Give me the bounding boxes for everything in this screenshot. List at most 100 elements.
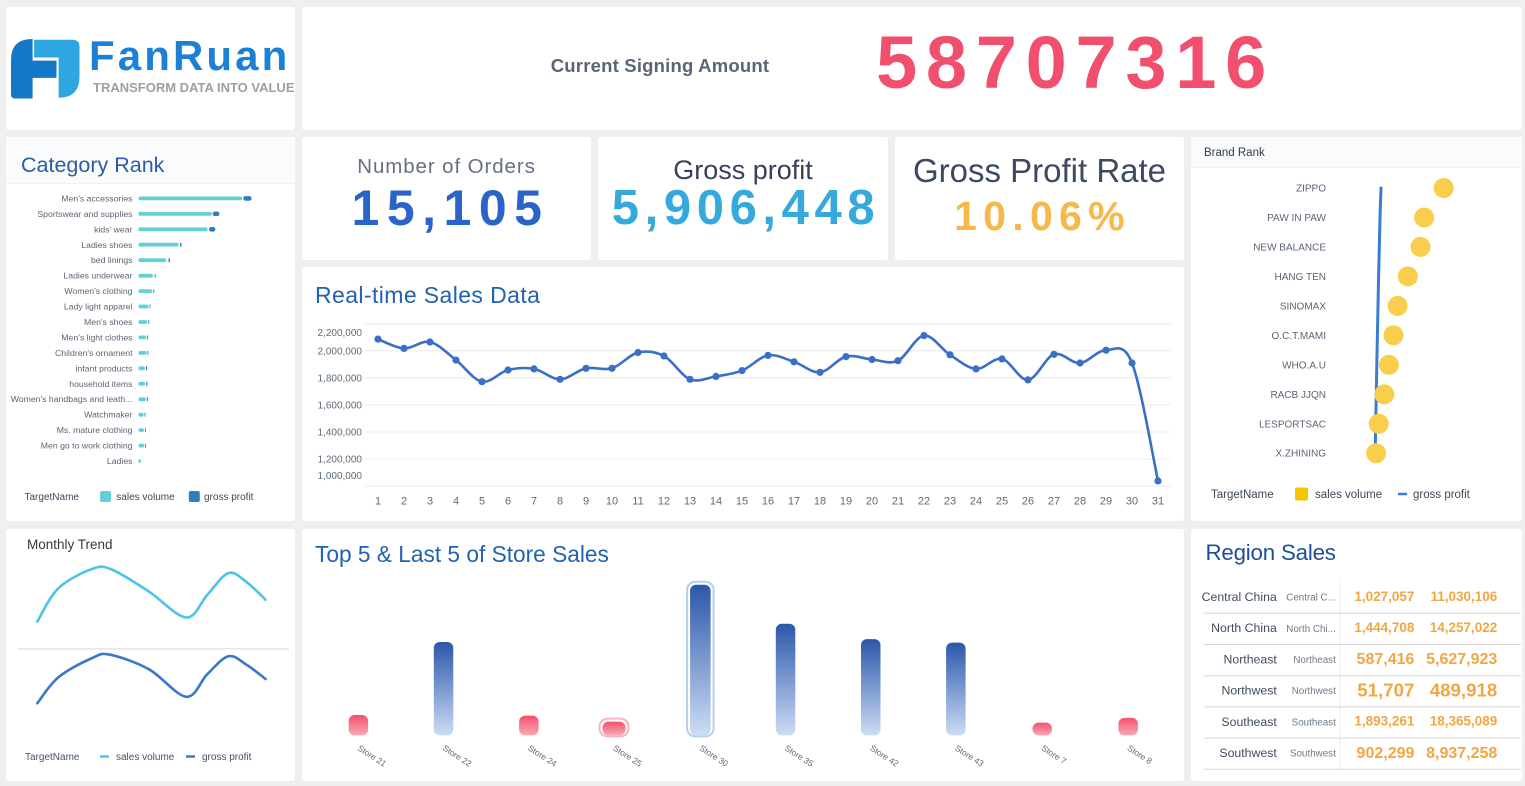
svg-text:Men go to work clothing: Men go to work clothing [41, 441, 133, 451]
svg-text:O.C.T.MAMI: O.C.T.MAMI [1272, 331, 1326, 342]
svg-text:TargetName: TargetName [25, 752, 80, 763]
svg-text:TargetName: TargetName [1211, 489, 1274, 501]
svg-text:Central C...: Central C... [1286, 593, 1336, 604]
svg-text:1: 1 [375, 496, 381, 508]
svg-text:2: 2 [401, 496, 407, 508]
svg-text:4: 4 [453, 496, 459, 508]
svg-text:11: 11 [632, 496, 643, 508]
svg-text:Store 42: Store 42 [868, 743, 901, 769]
svg-text:10: 10 [606, 496, 618, 508]
svg-text:51,707: 51,707 [1357, 679, 1414, 700]
svg-text:TargetName: TargetName [25, 492, 80, 503]
svg-text:sales volume: sales volume [116, 752, 175, 763]
svg-text:Watchmaker: Watchmaker [84, 410, 133, 420]
svg-text:26: 26 [1022, 496, 1034, 508]
svg-text:24: 24 [970, 496, 982, 508]
svg-text:NEW BALANCE: NEW BALANCE [1253, 242, 1326, 253]
svg-text:1,027,057: 1,027,057 [1354, 589, 1414, 604]
svg-text:Men's light clothes: Men's light clothes [61, 332, 133, 342]
svg-text:WHO.A.U: WHO.A.U [1282, 360, 1326, 371]
svg-text:infant products: infant products [76, 363, 134, 373]
svg-text:27: 27 [1048, 496, 1060, 508]
svg-text:Ladies: Ladies [107, 456, 133, 466]
svg-text:Ladies shoes: Ladies shoes [81, 240, 133, 250]
svg-text:18: 18 [814, 496, 826, 508]
svg-text:HANG TEN: HANG TEN [1275, 272, 1327, 283]
svg-text:Store 21: Store 21 [356, 743, 389, 769]
svg-text:sales volume: sales volume [1315, 489, 1382, 501]
svg-text:1,800,000: 1,800,000 [318, 373, 363, 384]
svg-text:kids' wear: kids' wear [94, 224, 132, 234]
svg-text:Northeast: Northeast [1223, 652, 1277, 666]
svg-text:Southeast: Southeast [1221, 715, 1277, 729]
svg-text:1,444,708: 1,444,708 [1354, 620, 1415, 635]
svg-text:2,000,000: 2,000,000 [318, 346, 363, 357]
svg-text:Store 7: Store 7 [1040, 743, 1069, 766]
svg-text:31: 31 [1152, 496, 1164, 508]
svg-text:Men's shoes: Men's shoes [84, 317, 133, 327]
svg-text:12: 12 [658, 496, 670, 508]
svg-text:17: 17 [788, 496, 800, 508]
svg-text:Women's handbags and leath...: Women's handbags and leath... [11, 394, 133, 404]
svg-text:22: 22 [918, 496, 930, 508]
svg-text:489,918: 489,918 [1430, 679, 1498, 700]
svg-text:Women's clothing: Women's clothing [64, 286, 132, 296]
svg-text:28: 28 [1074, 496, 1086, 508]
svg-text:Northeast: Northeast [1293, 655, 1336, 666]
svg-text:Store 35: Store 35 [783, 743, 816, 769]
svg-text:1,600,000: 1,600,000 [318, 400, 363, 411]
svg-text:X.ZHINING: X.ZHINING [1275, 449, 1326, 460]
svg-text:RACB JJQN: RACB JJQN [1270, 390, 1326, 401]
svg-text:bed linings: bed linings [91, 255, 133, 265]
svg-text:5: 5 [479, 496, 485, 508]
svg-text:11,030,106: 11,030,106 [1430, 589, 1497, 604]
svg-text:8,937,258: 8,937,258 [1426, 745, 1497, 762]
svg-text:1,893,261: 1,893,261 [1354, 714, 1415, 729]
svg-text:20: 20 [866, 496, 878, 508]
svg-text:Sportswear and supplies: Sportswear and supplies [37, 209, 133, 219]
svg-text:3: 3 [427, 496, 433, 508]
svg-text:gross profit: gross profit [204, 492, 254, 503]
svg-text:9: 9 [583, 496, 589, 508]
svg-text:Southeast: Southeast [1292, 717, 1336, 728]
svg-text:Men's accessories: Men's accessories [61, 193, 133, 203]
svg-text:1,200,000: 1,200,000 [318, 455, 363, 466]
svg-text:1,400,000: 1,400,000 [318, 428, 363, 439]
svg-text:household items: household items [69, 379, 133, 389]
svg-text:Lady light apparel: Lady light apparel [64, 302, 133, 312]
svg-text:15: 15 [736, 496, 748, 508]
svg-text:14: 14 [710, 496, 722, 508]
svg-text:ZIPPO: ZIPPO [1296, 184, 1326, 195]
svg-text:Store 30: Store 30 [698, 743, 731, 769]
svg-text:902,299: 902,299 [1357, 745, 1415, 762]
svg-text:SINOMAX: SINOMAX [1280, 301, 1326, 312]
svg-text:Ms. mature clothing: Ms. mature clothing [57, 425, 133, 435]
svg-text:21: 21 [892, 496, 904, 508]
svg-text:Northwest: Northwest [1221, 684, 1277, 698]
svg-text:North Chi...: North Chi... [1286, 624, 1336, 635]
svg-text:2,200,000: 2,200,000 [318, 328, 363, 339]
svg-text:sales volume: sales volume [116, 492, 175, 503]
svg-text:14,257,022: 14,257,022 [1430, 620, 1498, 635]
svg-text:8: 8 [557, 496, 563, 508]
svg-text:gross profit: gross profit [1413, 489, 1471, 501]
svg-text:Southwest: Southwest [1219, 746, 1277, 760]
svg-text:Store 24: Store 24 [526, 743, 559, 769]
svg-text:Store 22: Store 22 [441, 743, 474, 769]
svg-text:6: 6 [505, 496, 511, 508]
svg-text:Store 8: Store 8 [1126, 743, 1155, 766]
svg-text:29: 29 [1100, 496, 1112, 508]
svg-text:13: 13 [684, 496, 696, 508]
svg-text:16: 16 [762, 496, 774, 508]
svg-text:Northwest: Northwest [1292, 686, 1336, 697]
svg-text:PAW IN PAW: PAW IN PAW [1267, 213, 1326, 224]
svg-text:19: 19 [840, 496, 852, 508]
svg-text:1,000,000: 1,000,000 [318, 471, 363, 482]
svg-text:23: 23 [944, 496, 956, 508]
svg-text:LESPORTSAC: LESPORTSAC [1259, 419, 1326, 430]
svg-text:Children's ornament: Children's ornament [55, 348, 133, 358]
svg-text:gross profit: gross profit [202, 752, 252, 763]
svg-text:587,416: 587,416 [1357, 651, 1415, 668]
svg-text:25: 25 [996, 496, 1008, 508]
svg-text:30: 30 [1126, 496, 1138, 508]
